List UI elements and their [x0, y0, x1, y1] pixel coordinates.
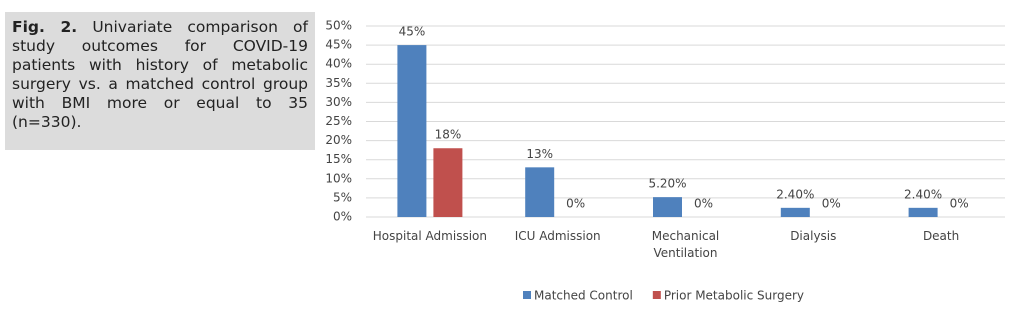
legend-swatch	[652, 291, 661, 299]
y-tick-label: 40%	[325, 57, 352, 71]
data-label: 2.40%	[776, 187, 814, 201]
caption-text: Univariate comparison of study outcomes …	[12, 18, 308, 131]
data-label: 2.40%	[904, 187, 942, 201]
data-label: 0%	[694, 197, 713, 211]
x-tick-label: Dialysis	[790, 229, 837, 243]
x-tick-label: Hospital Admission	[372, 229, 487, 243]
bar	[525, 167, 555, 217]
caption: Fig. 2. Univariate comparison of study o…	[5, 12, 315, 150]
bar	[433, 148, 463, 217]
y-tick-label: 10%	[325, 171, 352, 185]
data-label: 45%	[399, 25, 426, 39]
legend-label: Matched Control	[534, 289, 633, 303]
data-label: 0%	[566, 197, 585, 211]
x-tick-label: ICU Admission	[514, 229, 601, 243]
x-tick-label: Death	[922, 229, 960, 243]
y-tick-label: 45%	[325, 38, 352, 52]
y-tick-label: 0%	[333, 210, 352, 224]
legend-label: Prior Metabolic Surgery	[664, 289, 804, 303]
data-label: 13%	[526, 147, 553, 161]
y-tick-label: 35%	[325, 76, 352, 90]
data-label: 0%	[950, 197, 969, 211]
y-tick-label: 25%	[325, 114, 352, 128]
data-label: 18%	[435, 128, 462, 142]
bar	[397, 45, 427, 217]
y-tick-label: 15%	[325, 152, 352, 166]
data-label: 0%	[822, 197, 841, 211]
y-tick-label: 5%	[333, 190, 352, 204]
data-label: 5.20%	[648, 177, 686, 191]
bar	[653, 197, 682, 217]
x-tick-label: Mechanical Ventilation	[651, 229, 720, 260]
y-tick-label: 20%	[325, 133, 352, 147]
bar	[780, 207, 810, 217]
y-tick-label: 30%	[325, 95, 352, 109]
bar	[908, 207, 938, 217]
legend-swatch	[523, 291, 531, 299]
y-tick-label: 50%	[325, 19, 352, 33]
caption-label: Fig. 2.	[12, 18, 78, 36]
